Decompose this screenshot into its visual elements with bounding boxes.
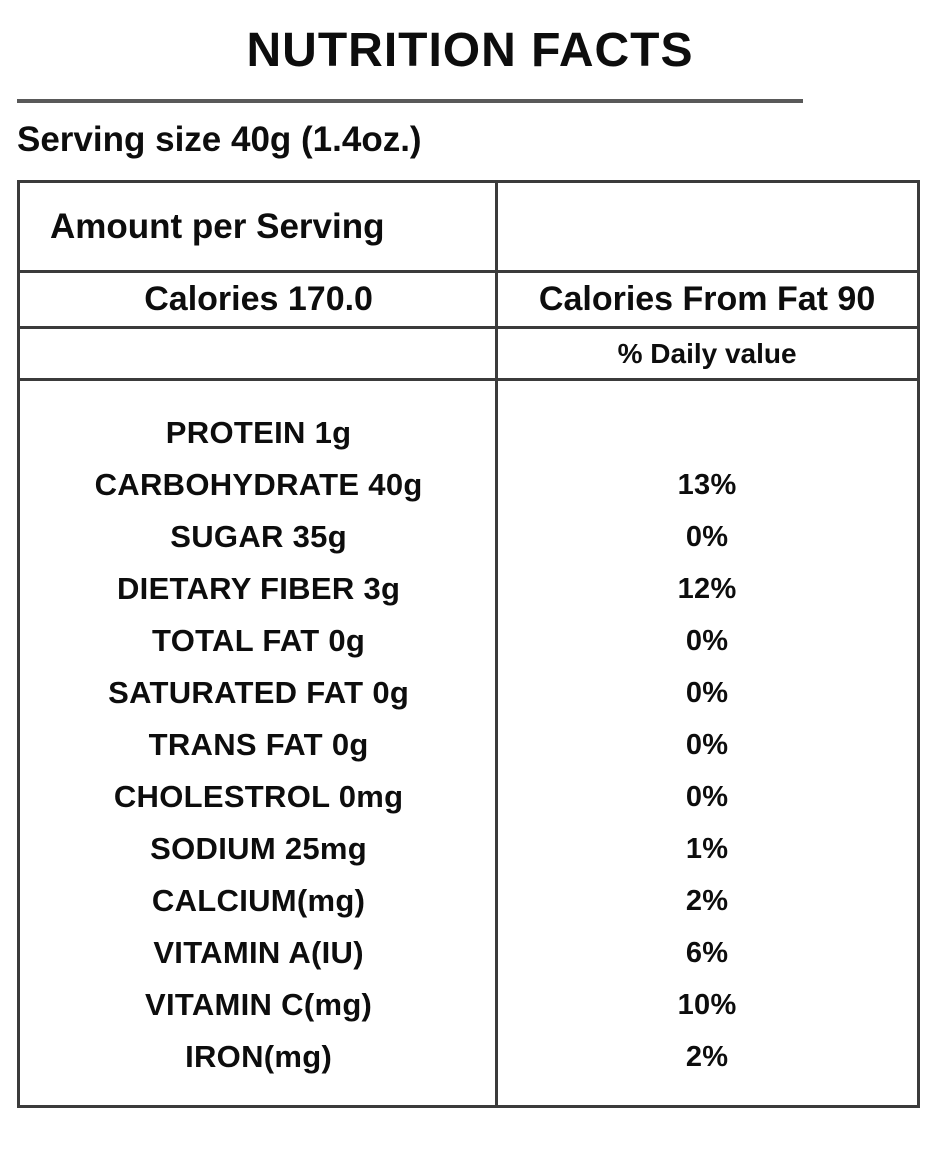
nutrient-label: CHOLESTROL 0mg	[113, 779, 404, 814]
nutrient-label: CARBOHYDRATE 40g	[94, 467, 423, 502]
serving-size-label: Serving size 40g (1.4oz.)	[17, 120, 422, 159]
amount-per-serving-row: Amount per Serving	[20, 183, 917, 273]
calories-row: Calories 170.0 Calories From Fat 90	[20, 273, 917, 329]
calories-from-fat-value: Calories From Fat 90	[538, 280, 876, 318]
daily-value-header: % Daily value	[617, 337, 797, 369]
nutrient-label: IRON(mg)	[185, 1039, 333, 1074]
nutrient-daily-value: 12%	[677, 572, 737, 605]
nutrient-section: PROTEIN 1g CARBOHYDRATE 40g SUGAR 35g DIETA…	[20, 381, 917, 1083]
nutrient-daily-value: 2%	[685, 884, 729, 917]
nutrient-daily-value: 0%	[685, 676, 729, 709]
nutrient-label: SUGAR 35g	[170, 519, 347, 554]
nutrient-daily-value: 13%	[677, 468, 737, 501]
nutrient-label: DIETARY FIBER 3g	[116, 571, 401, 606]
nutrient-daily-value: 1%	[685, 832, 729, 865]
nutrient-label: TRANS FAT 0g	[148, 727, 369, 762]
nutrient-daily-value: 0%	[685, 780, 729, 813]
nutrient-daily-value: 0%	[685, 520, 729, 553]
title-divider	[17, 99, 803, 103]
column-divider	[495, 183, 499, 1105]
nutrient-values-column: 13% 0% 12% 0% 0% 0% 0% 1% 2% 6% 10% 2%	[497, 407, 917, 1083]
daily-value-header-row: % Daily value	[20, 329, 917, 381]
nutrient-label: TOTAL FAT 0g	[152, 623, 366, 658]
nutrient-label: CALCIUM(mg)	[151, 883, 366, 918]
nutrient-label: SODIUM 25mg	[150, 831, 368, 866]
nutrient-label: SATURATED FAT 0g	[108, 675, 410, 710]
nutrient-daily-value	[497, 407, 917, 459]
nutrient-label: VITAMIN A(IU)	[153, 935, 364, 970]
page-title: NUTRITION FACTS	[246, 24, 694, 77]
nutrition-facts-table: Amount per Serving Calories 170.0 Calori…	[17, 180, 920, 1108]
nutrient-daily-value: 6%	[685, 936, 729, 969]
calories-value: Calories 170.0	[144, 280, 373, 318]
nutrient-daily-value: 0%	[685, 728, 729, 761]
amount-per-serving-header: Amount per Serving	[50, 206, 385, 246]
nutrient-daily-value: 0%	[685, 624, 729, 657]
nutrient-label: VITAMIN C(mg)	[145, 987, 373, 1022]
nutrient-labels-column: PROTEIN 1g CARBOHYDRATE 40g SUGAR 35g DIETA…	[20, 407, 497, 1083]
nutrient-label: PROTEIN 1g	[165, 415, 352, 450]
nutrient-daily-value: 2%	[685, 1040, 729, 1073]
amount-row-empty-cell	[497, 183, 917, 270]
daily-value-empty-cell	[20, 329, 497, 378]
nutrient-daily-value: 10%	[677, 988, 737, 1021]
